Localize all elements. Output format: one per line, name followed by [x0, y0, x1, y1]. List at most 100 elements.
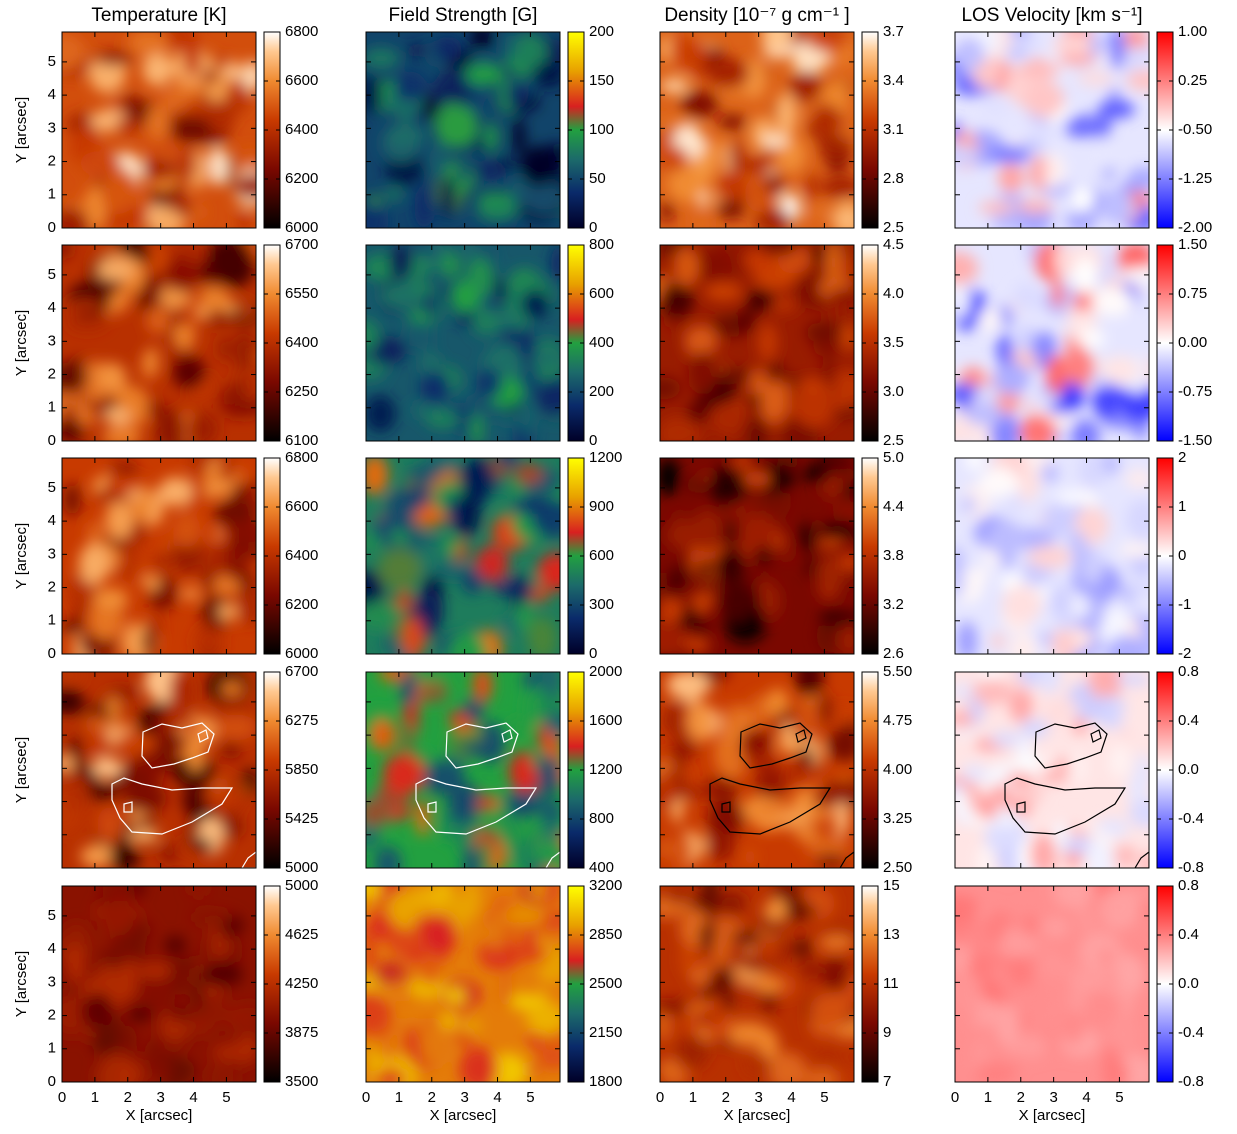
heatmap-blob [964, 402, 1004, 426]
heatmap-blob [242, 60, 256, 92]
heatmap-blob [81, 993, 114, 1030]
heatmap-blob [119, 1060, 136, 1082]
heatmap-blob [62, 245, 72, 259]
x-tick-label: 2 [1017, 1089, 1025, 1106]
heatmap-blob [832, 501, 854, 526]
y-tick-label: 1 [48, 399, 56, 416]
heatmap-blob [1053, 886, 1096, 909]
colorbar-tick-label: 6600 [285, 498, 318, 515]
heatmap-blob [434, 104, 479, 148]
colorbar-tick-label: 1600 [589, 712, 622, 729]
y-axis-label: Y [arcsec] [13, 737, 30, 803]
heatmap-blob [188, 886, 209, 897]
heatmap-blob [670, 738, 699, 758]
heatmap-blob [757, 464, 795, 494]
heatmap-blob [142, 625, 155, 654]
heatmap-blob [961, 496, 977, 514]
heatmap-blob [169, 672, 194, 710]
heatmap-blob [743, 59, 766, 99]
heatmap-blob [521, 289, 549, 319]
colorbar-tick-label: 6400 [285, 334, 318, 351]
heatmap-blob [955, 894, 981, 926]
heatmap-blob [237, 210, 251, 228]
heatmap-blob [513, 117, 526, 157]
heatmap-blob [88, 599, 122, 641]
heatmap-blob [1041, 463, 1058, 483]
colorbar-tick-label: 0.25 [1178, 72, 1207, 89]
heatmap-blob [510, 718, 526, 737]
panel-frame [365, 671, 561, 869]
colorbar-tick-label: 50 [589, 170, 606, 187]
panel: 2.5 3.0 3.5 4.0 4.5 [659, 236, 904, 449]
colorbar-tick-label: 0.0 [1178, 761, 1199, 778]
panel: -1.50 -0.75 0.00 0.75 1.50 [954, 236, 1212, 449]
heatmap-blob [660, 415, 701, 441]
heatmap-image [62, 245, 256, 441]
heatmap-blob [719, 582, 754, 622]
heatmap-blob [173, 512, 201, 548]
y-axis-label: Y [arcsec] [13, 97, 30, 163]
heatmap-blob [513, 497, 546, 515]
heatmap-blob [799, 521, 818, 553]
heatmap-blob [458, 783, 480, 816]
panel: 0 1 2 3 4 5 0 1 2 3 4 5 X [arcsec] Y [arcsec] 3500 3875… [13, 877, 318, 1124]
heatmap-blob [800, 746, 814, 768]
heatmap-blob [1051, 281, 1064, 308]
heatmap-blob [463, 699, 484, 722]
heatmap-blob [660, 377, 682, 400]
heatmap-blob [794, 672, 824, 698]
heatmap-blob [204, 480, 221, 498]
heatmap-blob [62, 723, 77, 736]
x-axis-label: X [arcsec] [724, 1107, 791, 1124]
panel-frame [365, 31, 561, 229]
heatmap-blob [451, 282, 477, 312]
heatmap-blob [448, 632, 489, 654]
heatmap-blob [738, 513, 777, 551]
heatmap-blob [118, 1025, 137, 1055]
contour [709, 777, 832, 835]
heatmap-blob [707, 971, 722, 997]
heatmap-blob [1091, 287, 1134, 317]
heatmap-texture [366, 32, 560, 228]
colorbar-tick-label: 13 [883, 926, 900, 943]
panel: 0 1 2 3 4 5 X [arcsec] 7 9 11 13 15 [656, 877, 900, 1124]
colorbar-tick-label: 2.5 [883, 432, 904, 449]
panel-frame [659, 31, 855, 229]
heatmap-blob [1115, 673, 1149, 686]
heatmap-blob [955, 145, 978, 166]
colorbar-tick-label: 2.8 [883, 170, 904, 187]
heatmap-blob [1108, 744, 1131, 779]
heatmap-blob [1121, 267, 1149, 283]
heatmap-blob [105, 474, 146, 493]
heatmap-blob [514, 463, 543, 485]
heatmap-blob [457, 1018, 482, 1035]
colorbar-tick-label: 6550 [285, 285, 318, 302]
heatmap-blob [704, 283, 743, 301]
heatmap-blob [726, 983, 762, 1008]
x-tick-label: 2 [428, 1089, 436, 1106]
heatmap-blob [510, 993, 537, 1011]
heatmap-blob [460, 458, 495, 501]
heatmap-blob [161, 1024, 191, 1038]
contour [545, 851, 560, 868]
colorbar-tick-label: -1.25 [1178, 170, 1212, 187]
heatmap-image [955, 886, 1149, 1082]
heatmap-blob [1024, 392, 1060, 406]
heatmap-blob [1115, 952, 1146, 996]
heatmap-blob [160, 86, 187, 113]
heatmap-blob [729, 138, 744, 176]
heatmap-blob [143, 575, 161, 590]
heatmap-blob [423, 760, 465, 796]
heatmap-blob [782, 763, 809, 785]
heatmap-blob [1040, 631, 1054, 645]
colorbar-tick-label: 6800 [285, 449, 318, 466]
heatmap-blob [366, 569, 384, 610]
heatmap-blob [998, 163, 1025, 193]
heatmap-blob [530, 587, 550, 602]
heatmap-blob [991, 784, 1009, 799]
heatmap-blob [145, 347, 158, 374]
panel: LOS Velocity [km s⁻¹] -2.00 -1.25 -0.50 0.25… [954, 5, 1212, 236]
contour [1134, 851, 1149, 868]
heatmap-blob [207, 245, 251, 273]
